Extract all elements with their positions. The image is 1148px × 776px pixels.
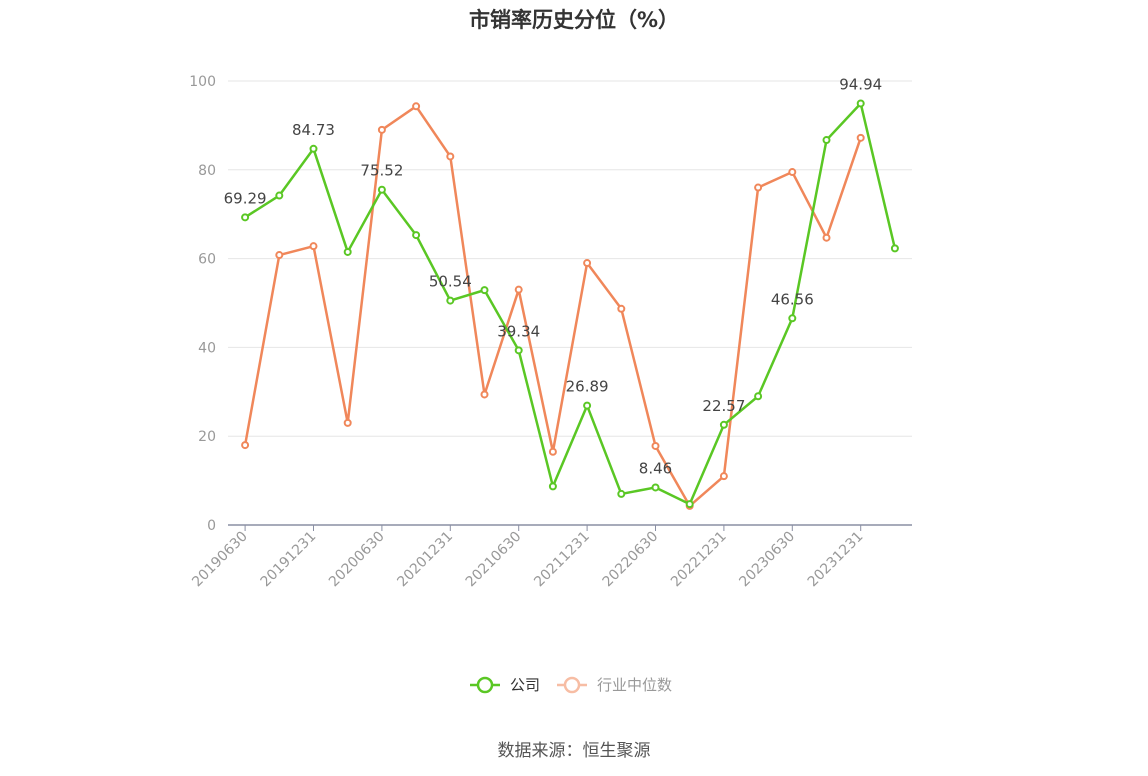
data-point — [309, 144, 318, 153]
legend-marker — [476, 676, 494, 694]
x-tick-label: 20231231 — [805, 529, 867, 591]
legend-label: 公司 — [510, 676, 540, 694]
x-tick-label: 20191231 — [258, 529, 320, 591]
data-point — [788, 168, 797, 177]
data-labels: 69.29 84.73 75.52 50.54 39.34 26.89 8.46 22.57 4… — [224, 75, 883, 477]
data-point — [754, 183, 763, 192]
data-label: 75.52 — [360, 162, 403, 180]
data-point — [514, 285, 523, 294]
data-point — [583, 259, 592, 268]
data-point — [343, 247, 352, 256]
y-tick-label: 0 — [207, 518, 216, 534]
x-tick-label: 20220630 — [600, 529, 662, 591]
data-point — [617, 304, 626, 313]
x-tick-label: 20230630 — [736, 529, 798, 591]
x-axis: 20190630 20191231 20200630 20201231 20210630… — [189, 524, 912, 591]
data-point — [651, 441, 660, 450]
data-label: 26.89 — [566, 378, 609, 396]
x-tick-label: 20190630 — [189, 529, 251, 591]
data-label: 50.54 — [429, 273, 472, 291]
series-line-0 — [244, 102, 897, 506]
x-tick-label: 20211231 — [531, 529, 593, 591]
data-label: 8.46 — [639, 459, 672, 477]
data-label: 46.56 — [771, 290, 814, 308]
data-point — [788, 314, 797, 323]
data-label: 94.94 — [839, 75, 882, 93]
y-tick-label: 80 — [198, 163, 216, 179]
source-note: 数据来源：恒生聚源 — [497, 741, 651, 761]
data-point — [548, 447, 557, 456]
y-tick-label: 100 — [189, 74, 216, 90]
data-point — [754, 392, 763, 401]
series-points — [241, 99, 899, 510]
x-tick-label: 20221231 — [668, 529, 730, 591]
data-point — [377, 125, 386, 134]
data-point — [343, 418, 352, 427]
data-label: 22.57 — [702, 397, 745, 415]
data-label: 84.73 — [292, 121, 335, 139]
data-point — [890, 244, 899, 253]
y-tick-label: 20 — [198, 429, 216, 445]
series-line-1 — [243, 105, 862, 508]
data-point — [719, 420, 728, 429]
data-point — [583, 401, 592, 410]
data-point — [617, 489, 626, 498]
data-point — [822, 233, 831, 242]
data-point — [548, 482, 557, 491]
data-point — [856, 99, 865, 108]
legend-marker — [563, 676, 581, 694]
data-point — [275, 251, 284, 260]
x-tick-label: 20201231 — [394, 529, 456, 591]
data-point — [480, 390, 489, 399]
legend-label: 行业中位数 — [597, 676, 672, 694]
data-point — [446, 152, 455, 161]
data-point — [309, 242, 318, 251]
x-tick-label: 20200630 — [326, 529, 388, 591]
data-label: 69.29 — [224, 189, 267, 207]
data-label: 39.34 — [497, 322, 540, 340]
data-point — [446, 296, 455, 305]
data-point — [685, 500, 694, 509]
y-tick-label: 60 — [198, 252, 216, 268]
grid-lines — [228, 80, 912, 437]
legend-item-1: 行业中位数 — [557, 676, 672, 694]
data-point — [412, 102, 421, 111]
data-point — [377, 185, 386, 194]
data-point — [856, 133, 865, 142]
data-point — [241, 213, 250, 222]
y-tick-label: 40 — [198, 340, 216, 356]
chart-title: 市销率历史分位（%） — [468, 8, 680, 32]
data-point — [719, 472, 728, 481]
x-tick-label: 20210630 — [463, 529, 525, 591]
data-point — [822, 136, 831, 145]
data-point — [241, 441, 250, 450]
legend: 公司 行业中位数 — [470, 676, 672, 694]
data-point — [651, 483, 660, 492]
data-point — [514, 346, 523, 355]
data-point — [412, 231, 421, 240]
y-axis: 0 20 40 60 80 100 — [189, 74, 216, 534]
legend-item-0: 公司 — [470, 676, 540, 694]
data-point — [480, 286, 489, 295]
data-point — [275, 191, 284, 200]
